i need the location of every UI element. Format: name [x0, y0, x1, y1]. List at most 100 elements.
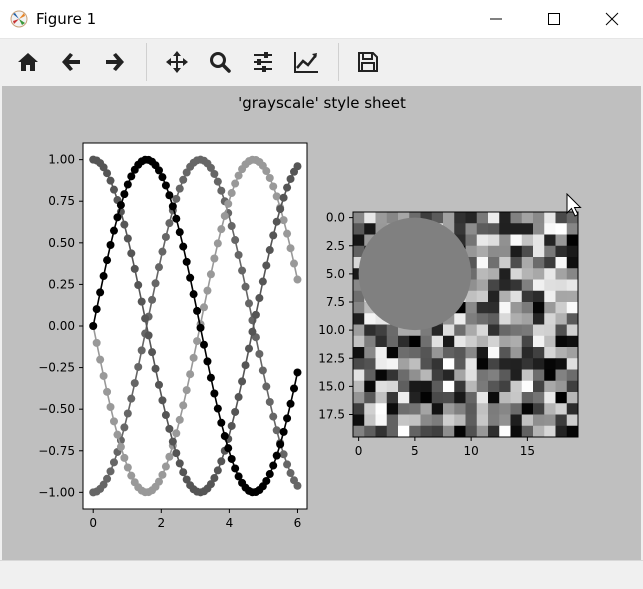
- minimize-button[interactable]: [467, 0, 525, 38]
- heatmap-cell: [431, 324, 444, 337]
- heatmap-cell: [431, 335, 444, 348]
- series-marker: [241, 282, 250, 291]
- move-icon: [166, 51, 188, 73]
- heatmap-cell: [555, 290, 568, 303]
- y-tick-label: 17.5: [318, 408, 345, 422]
- series-marker: [227, 421, 236, 430]
- x-tick-label: 0: [355, 444, 363, 458]
- series-marker: [123, 234, 132, 243]
- heatmap-cell: [566, 257, 578, 269]
- heatmap-cell: [364, 425, 376, 437]
- series-marker: [210, 389, 219, 398]
- y-tick-label: 12.5: [318, 351, 345, 365]
- back-button[interactable]: [57, 47, 87, 77]
- series-marker: [245, 299, 253, 308]
- heatmap-cell: [431, 425, 444, 437]
- heatmap-cell: [353, 335, 365, 348]
- heatmap-cell: [555, 414, 568, 427]
- y-tick-label: −0.75: [38, 444, 75, 458]
- heatmap-cell: [386, 358, 399, 370]
- series-marker: [123, 463, 132, 472]
- y-tick-label: 0.25: [48, 277, 75, 291]
- series-marker: [109, 226, 118, 235]
- heatmap-cell: [510, 369, 523, 382]
- heatmap-cell: [454, 392, 466, 404]
- heatmap-cell: [443, 425, 455, 437]
- heatmap-cell: [375, 392, 388, 404]
- heatmap-cell: [431, 212, 444, 224]
- series-marker: [106, 176, 115, 185]
- heatmap-cell: [353, 392, 365, 404]
- heatmap-cell: [353, 324, 365, 337]
- series-marker: [175, 228, 184, 237]
- heatmap-cell: [443, 212, 455, 224]
- edit-axis-button[interactable]: [290, 47, 320, 77]
- maximize-button[interactable]: [525, 0, 583, 38]
- save-button[interactable]: [353, 47, 383, 77]
- heatmap-cell: [544, 290, 556, 303]
- heatmap-cell: [533, 268, 545, 280]
- heatmap-cell: [544, 358, 556, 370]
- series-marker: [283, 414, 292, 423]
- heatmap-cell: [510, 347, 523, 359]
- figure-canvas[interactable]: 'grayscale' style sheet 0 2 4 6 −1.00 −0.75 −0…: [2, 86, 641, 560]
- series-marker: [286, 244, 295, 253]
- heatmap-cell: [566, 369, 578, 382]
- heatmap-cell: [566, 324, 578, 337]
- title-bar: Figure 1: [0, 0, 643, 39]
- heatmap-cell: [533, 335, 545, 348]
- series-marker: [279, 427, 288, 436]
- heatmap-cell: [364, 369, 376, 382]
- image-plot-axes: 0 5 10 15 0.0 2.5 5.0 7.5 10.0 12.5 15.0 17.5: [318, 211, 579, 458]
- heatmap-cell: [364, 414, 376, 427]
- series-marker: [193, 337, 202, 346]
- series-marker: [116, 442, 125, 451]
- series-marker: [182, 386, 191, 395]
- home-button[interactable]: [13, 47, 43, 77]
- heatmap-cell: [465, 279, 478, 292]
- heatmap-cell: [555, 234, 568, 247]
- heatmap-cell: [544, 425, 556, 437]
- heatmap-cell: [375, 369, 388, 382]
- series-marker: [200, 340, 208, 349]
- heatmap-cell: [488, 212, 500, 224]
- series-marker: [217, 418, 226, 427]
- series-marker: [269, 182, 278, 191]
- x-tick-label: 10: [463, 444, 478, 458]
- heatmap-cell: [476, 403, 489, 415]
- series-marker: [165, 424, 174, 433]
- close-button[interactable]: [583, 0, 641, 38]
- series-marker: [151, 279, 160, 288]
- y-tick-label: −1.00: [38, 485, 75, 499]
- heatmap-cell: [375, 313, 388, 325]
- heatmap-cell: [510, 302, 523, 314]
- heatmap-cell: [420, 335, 433, 348]
- heatmap-cell: [454, 335, 466, 348]
- forward-button[interactable]: [99, 47, 129, 77]
- heatmap-cell: [465, 358, 478, 370]
- configure-subplots-button[interactable]: [248, 47, 278, 77]
- series-marker: [127, 249, 136, 258]
- series-marker: [96, 355, 105, 364]
- figure: 'grayscale' style sheet 0 2 4 6 −1.00 −0.75 −0…: [38, 94, 579, 530]
- y-tick-label: 0.50: [48, 236, 75, 250]
- series-marker: [151, 364, 160, 373]
- heatmap-cell: [420, 369, 433, 382]
- series-marker: [217, 186, 226, 195]
- heatmap-cell: [431, 347, 444, 359]
- series-marker: [227, 222, 236, 231]
- series-marker: [251, 310, 260, 319]
- zoom-button[interactable]: [205, 47, 235, 77]
- pan-button[interactable]: [162, 47, 192, 77]
- heatmap-cell: [533, 392, 545, 404]
- line-series-0: [89, 155, 302, 497]
- y-tick-label: 2.5: [326, 239, 345, 253]
- series-marker: [206, 270, 215, 279]
- heatmap-cell: [364, 313, 376, 325]
- heatmap-cell: [454, 324, 466, 337]
- series-marker: [206, 480, 215, 489]
- heatmap-cell: [499, 369, 511, 382]
- series-marker: [293, 162, 302, 171]
- series-marker: [99, 480, 108, 489]
- heatmap-cell: [443, 335, 455, 348]
